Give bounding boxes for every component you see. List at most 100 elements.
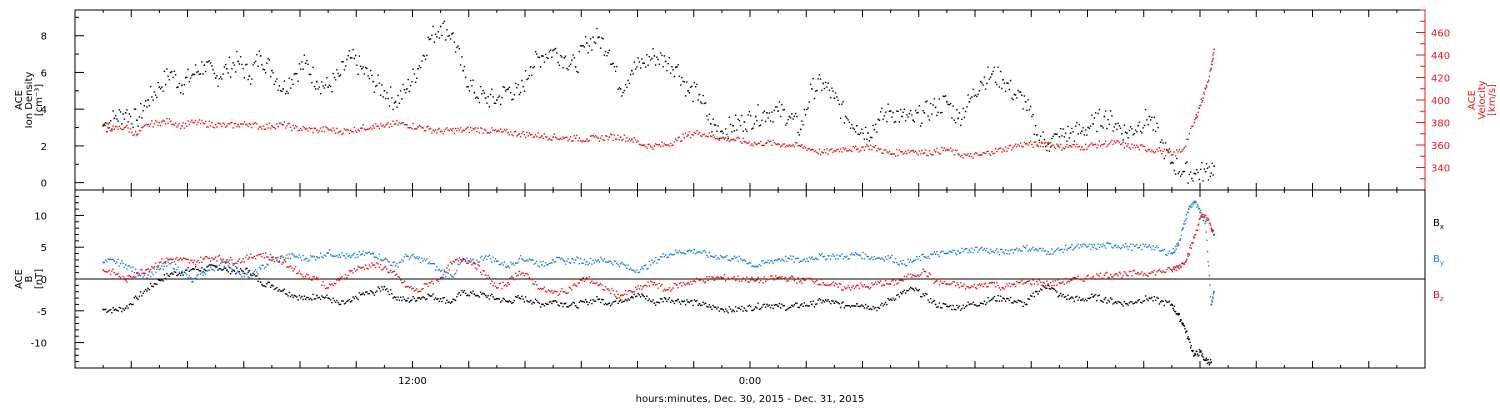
By-point (438, 268, 441, 271)
By-point (1144, 243, 1147, 246)
top-point (1026, 109, 1028, 112)
By-point (374, 256, 377, 259)
top-point (583, 46, 586, 48)
top-point (298, 63, 301, 65)
Bz-point (666, 289, 668, 291)
Bx-point (653, 302, 656, 304)
top-point (117, 128, 119, 130)
By-point (621, 261, 623, 264)
Bz-point (709, 278, 712, 280)
By-point (894, 258, 897, 260)
top-point (131, 123, 133, 125)
By-point (636, 269, 638, 271)
top-point (182, 93, 184, 95)
top-point (356, 131, 358, 133)
By-point (1101, 245, 1103, 248)
Bx-point (963, 307, 966, 309)
top-point (952, 105, 954, 107)
Bx-point (271, 284, 273, 287)
Bz-point (514, 272, 517, 275)
By-point (111, 258, 113, 261)
top-point (778, 101, 781, 103)
top-point (922, 152, 924, 155)
By-point (1187, 208, 1190, 210)
By-point (938, 255, 941, 258)
Bx-point (299, 297, 302, 299)
top-point (1002, 148, 1004, 151)
Bx-point (858, 305, 861, 308)
top-point (113, 117, 116, 120)
Bz-point (1109, 273, 1112, 276)
Bx-point (571, 303, 573, 305)
Bz-point (1051, 284, 1053, 287)
Bx-point (1067, 294, 1069, 297)
Bx-point (799, 304, 802, 306)
top-point (1063, 147, 1066, 150)
By-point (424, 260, 427, 262)
y-tick-label: 4 (41, 105, 47, 116)
Bx-point (852, 305, 854, 307)
Bx-point (1037, 293, 1039, 295)
top-point (424, 58, 427, 61)
By-point (189, 277, 192, 279)
Bx-point (1113, 302, 1116, 304)
By-point (1028, 248, 1031, 251)
top-point (419, 66, 422, 69)
Bx-point (431, 295, 433, 297)
By-point (824, 258, 827, 261)
top-point (619, 88, 622, 90)
Bz-point (817, 283, 819, 286)
Bx-point (337, 301, 339, 304)
Bz-point (359, 267, 362, 269)
By-point (966, 248, 968, 250)
Bz-point (508, 283, 511, 286)
Bx-point (333, 299, 336, 302)
Bx-point (244, 268, 247, 270)
top-point (988, 78, 991, 80)
Bz-point (906, 275, 908, 278)
Bx-point (602, 299, 604, 301)
top-point (223, 123, 226, 125)
Bx-point (352, 296, 354, 298)
By-point (447, 272, 449, 274)
top-point (1096, 147, 1098, 149)
Bx-point (1193, 354, 1196, 357)
top-point (1114, 123, 1117, 125)
top-point (1142, 127, 1144, 129)
Bz-point (1211, 230, 1213, 232)
Bz-point (707, 279, 709, 282)
Bz-point (1161, 271, 1163, 274)
top-point (636, 141, 638, 143)
By-point (1207, 260, 1209, 263)
right-axis-label: [km/s] (1487, 84, 1498, 116)
Bz-point (726, 278, 728, 280)
Bx-point (686, 299, 688, 301)
By-point (1210, 304, 1213, 306)
By-point (372, 252, 374, 255)
Bx-point (1183, 325, 1186, 327)
Bz-point (199, 256, 202, 258)
Bz-point (142, 272, 144, 274)
top-point (268, 59, 271, 61)
Bz-point (612, 289, 614, 292)
top-point (517, 84, 519, 86)
By-point (641, 266, 643, 268)
By-point (1082, 243, 1084, 245)
Bx-point (812, 300, 814, 302)
Bx-point (811, 303, 813, 306)
Bz-point (1054, 280, 1057, 282)
top-point (1107, 144, 1109, 146)
Bx-point (1068, 298, 1071, 300)
top-point (459, 64, 462, 66)
top-point (713, 124, 716, 126)
top-point (986, 82, 988, 85)
By-point (696, 251, 698, 254)
Bz-point (357, 266, 359, 268)
Bx-point (703, 303, 706, 305)
By-point (791, 258, 793, 261)
top-point (1149, 119, 1152, 121)
top-point (246, 124, 248, 126)
top-point (1036, 134, 1038, 136)
top-point (144, 124, 147, 126)
By-point (1081, 245, 1083, 248)
